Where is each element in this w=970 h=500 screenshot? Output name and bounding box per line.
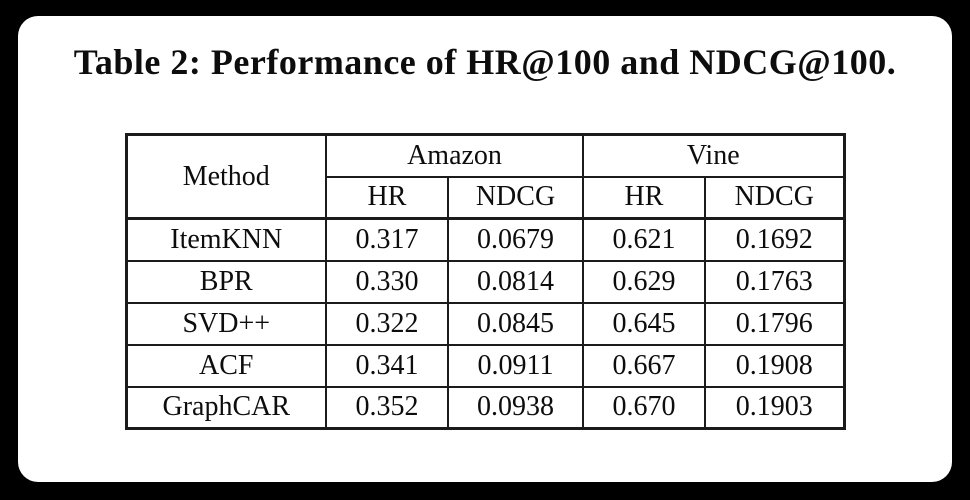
header-amazon-hr: HR: [325, 175, 449, 220]
performance-table: Method Amazon Vine HR NDCG HR NDCG ItemK…: [124, 133, 846, 430]
method-cell: GraphCAR: [125, 385, 327, 430]
value-cell: 0.0679: [447, 217, 584, 262]
paper-card: Table 2: Performance of HR@100 and NDCG@…: [18, 16, 952, 482]
table-row: ItemKNN 0.317 0.0679 0.621 0.1692: [125, 217, 845, 262]
value-cell: 0.1903: [704, 385, 845, 430]
value-cell: 0.629: [582, 259, 706, 304]
value-cell: 0.0814: [447, 259, 584, 304]
value-cell: 0.670: [582, 385, 706, 430]
value-cell: 0.330: [325, 259, 449, 304]
value-cell: 0.352: [325, 385, 449, 430]
header-vine-hr: HR: [582, 175, 706, 220]
value-cell: 0.317: [325, 217, 449, 262]
value-cell: 0.0911: [447, 343, 584, 388]
header-group-amazon: Amazon: [325, 133, 584, 178]
header-row-groups: Method Amazon Vine: [125, 133, 845, 220]
method-cell: ItemKNN: [125, 217, 327, 262]
value-cell: 0.1763: [704, 259, 845, 304]
header-amazon-ndcg: NDCG: [447, 175, 584, 220]
method-cell: BPR: [125, 259, 327, 304]
method-cell: SVD++: [125, 301, 327, 346]
header-vine-ndcg: NDCG: [704, 175, 845, 220]
value-cell: 0.1908: [704, 343, 845, 388]
table-row: GraphCAR 0.352 0.0938 0.670 0.1903: [125, 385, 845, 430]
table-row: SVD++ 0.322 0.0845 0.645 0.1796: [125, 301, 845, 346]
value-cell: 0.0938: [447, 385, 584, 430]
table-body: ItemKNN 0.317 0.0679 0.621 0.1692 BPR 0.…: [125, 217, 845, 430]
value-cell: 0.1692: [704, 217, 845, 262]
table-row: ACF 0.341 0.0911 0.667 0.1908: [125, 343, 845, 388]
value-cell: 0.341: [325, 343, 449, 388]
table-title: Table 2: Performance of HR@100 and NDCG@…: [73, 42, 897, 82]
value-cell: 0.0845: [447, 301, 584, 346]
table-row: BPR 0.330 0.0814 0.629 0.1763: [125, 259, 845, 304]
table-header: Method Amazon Vine HR NDCG HR NDCG: [125, 133, 845, 220]
value-cell: 0.667: [582, 343, 706, 388]
header-group-vine: Vine: [582, 133, 845, 178]
header-row-metrics: HR NDCG HR NDCG: [126, 175, 845, 220]
method-cell: ACF: [125, 343, 327, 388]
value-cell: 0.1796: [704, 301, 845, 346]
value-cell: 0.645: [582, 301, 706, 346]
value-cell: 0.621: [582, 217, 706, 262]
header-method: Method: [125, 133, 327, 220]
value-cell: 0.322: [325, 301, 449, 346]
